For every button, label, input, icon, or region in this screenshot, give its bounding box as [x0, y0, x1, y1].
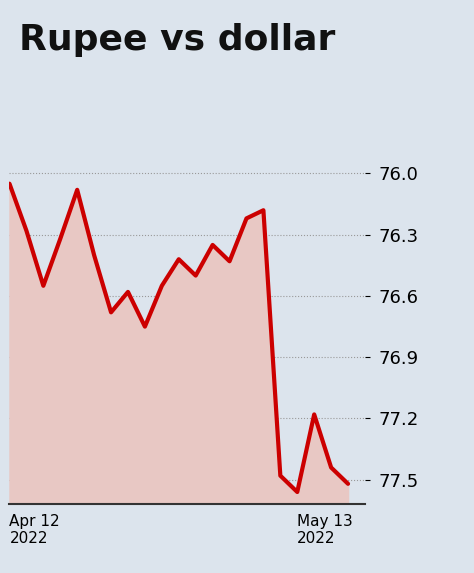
Text: Rupee vs dollar: Rupee vs dollar — [19, 23, 335, 57]
